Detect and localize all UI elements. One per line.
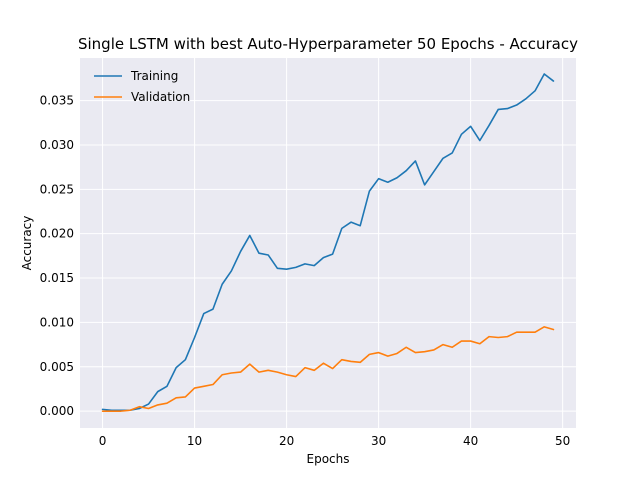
series-layer bbox=[101, 73, 555, 412]
y-tick-label: 0.015 bbox=[40, 271, 74, 285]
y-tick-label: 0.020 bbox=[40, 227, 74, 241]
y-tick-label: 0.005 bbox=[40, 360, 74, 374]
y-tick-label: 0.000 bbox=[40, 404, 74, 418]
y-tick-label: 0.025 bbox=[40, 182, 74, 196]
y-tick-label: 0.035 bbox=[40, 94, 74, 108]
x-tick-label: 20 bbox=[279, 434, 294, 448]
tick-labels: 0 10 20 30 40 50 0.000 0.005 0.010 0.015 0.020 0.02… bbox=[40, 94, 571, 448]
y-axis-label: Accuracy bbox=[20, 216, 34, 271]
series-line-training bbox=[101, 73, 555, 412]
grid bbox=[80, 58, 576, 428]
chart-title: Single LSTM with best Auto-Hyperparamete… bbox=[78, 35, 578, 53]
x-axis-label: Epochs bbox=[307, 452, 350, 466]
y-tick-label: 0.010 bbox=[40, 315, 74, 329]
legend-label-training: Training bbox=[130, 69, 178, 83]
series-line-validation bbox=[101, 326, 555, 412]
legend-label-validation: Validation bbox=[131, 90, 190, 104]
y-tick-label: 0.030 bbox=[40, 138, 74, 152]
plot-area bbox=[80, 58, 576, 428]
x-tick-label: 50 bbox=[555, 434, 570, 448]
x-tick-label: 30 bbox=[371, 434, 386, 448]
x-tick-label: 10 bbox=[187, 434, 202, 448]
x-tick-label: 40 bbox=[463, 434, 478, 448]
x-tick-label: 0 bbox=[99, 434, 107, 448]
legend: Training Validation bbox=[94, 69, 190, 104]
